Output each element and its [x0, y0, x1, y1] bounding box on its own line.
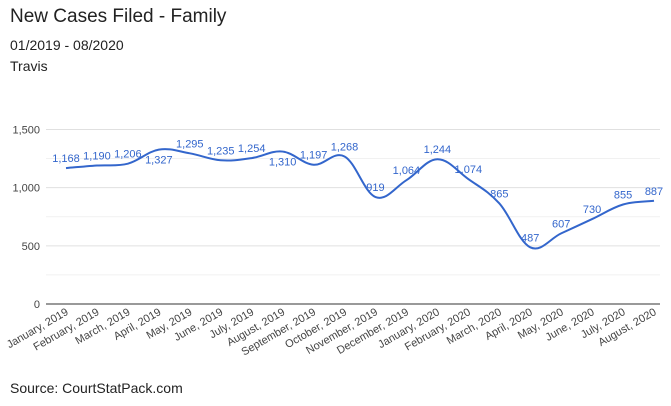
y-tick-label: 0: [34, 299, 40, 311]
y-tick-label: 500: [22, 241, 40, 253]
data-label: 1,244: [424, 144, 452, 156]
data-label: 1,064: [393, 165, 421, 177]
data-label: 919: [366, 182, 384, 194]
date-range-subtitle: 01/2019 - 08/2020: [10, 37, 124, 53]
data-label: 1,168: [52, 153, 80, 165]
data-label: 1,254: [238, 143, 266, 155]
data-label: 1,190: [83, 151, 111, 163]
data-label: 887: [645, 186, 663, 198]
data-label: 1,310: [269, 157, 297, 169]
data-label: 1,197: [300, 150, 328, 162]
series-line: [65, 148, 655, 250]
data-label: 1,327: [145, 155, 173, 167]
chart-title: New Cases Filed - Family: [10, 6, 227, 27]
data-label: 865: [490, 188, 508, 200]
data-label: 1,295: [176, 138, 204, 150]
data-label: 855: [614, 190, 632, 202]
data-label: 1,268: [331, 141, 359, 153]
county-subtitle: Travis: [10, 58, 48, 74]
data-label: 1,074: [455, 164, 483, 176]
source-note: Source: CourtStatPack.com: [10, 380, 183, 396]
y-tick-label: 1,000: [12, 183, 40, 195]
data-label: 1,235: [207, 145, 235, 157]
data-label: 730: [583, 204, 601, 216]
data-label: 487: [521, 232, 539, 244]
data-label: 607: [552, 218, 570, 230]
y-tick-label: 1,500: [12, 124, 40, 136]
data-label: 1,206: [114, 149, 142, 161]
